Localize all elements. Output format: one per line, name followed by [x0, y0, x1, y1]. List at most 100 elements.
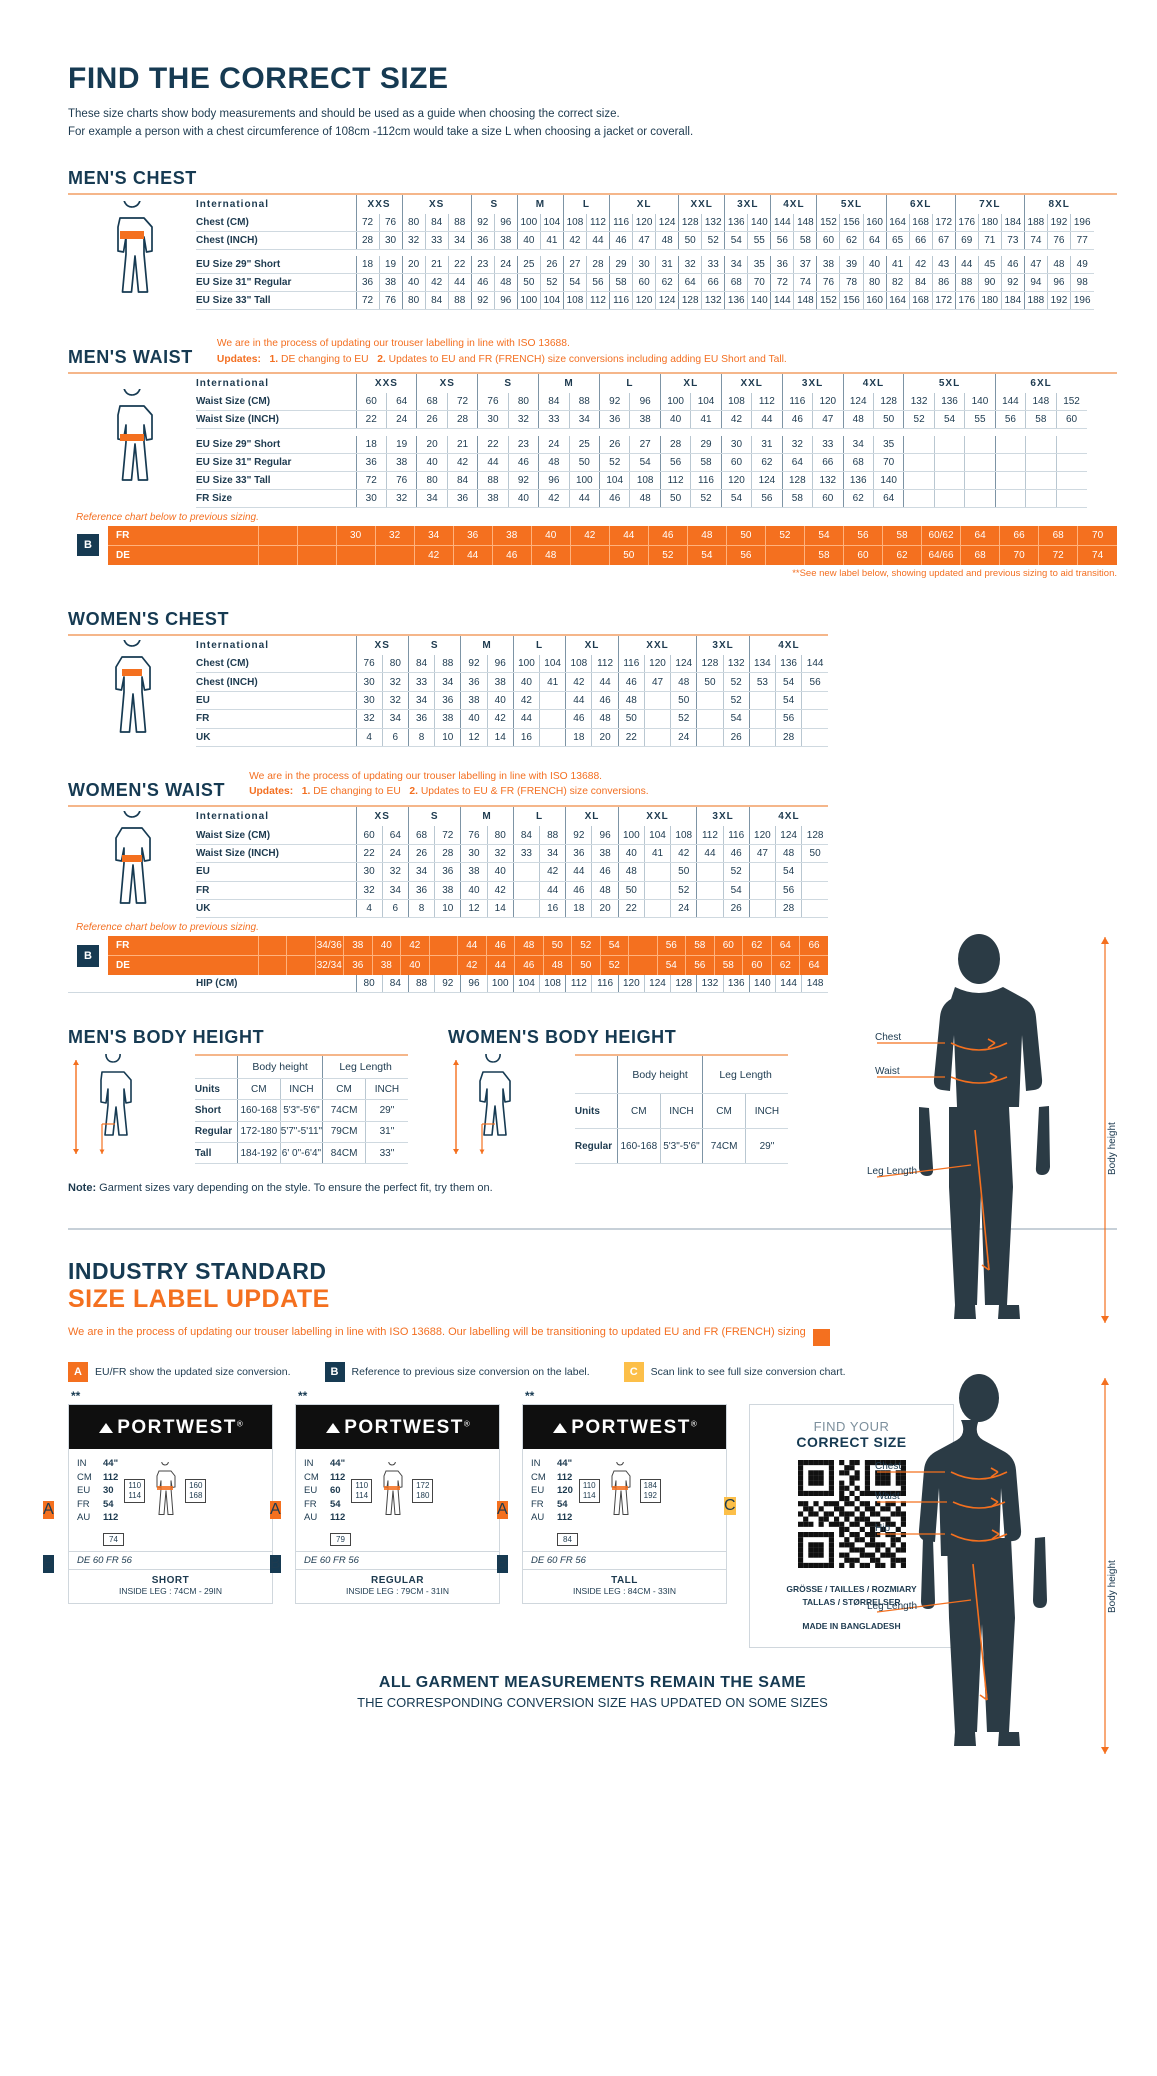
cell: 34 — [724, 256, 748, 275]
cell: 34 — [434, 672, 461, 692]
cell — [512, 862, 540, 882]
cell: 48 — [1046, 256, 1071, 275]
cell: 60 — [720, 453, 752, 472]
cell: 68 — [724, 273, 748, 293]
spec-row: IN 44" — [304, 1457, 345, 1470]
cell: 33 — [538, 410, 570, 429]
bh-cell: 160-168 — [237, 1099, 281, 1122]
cell: 56 — [774, 881, 802, 900]
cell: 48 — [670, 672, 697, 692]
cell: 40 — [486, 862, 514, 882]
row-label: FR Size — [196, 489, 356, 508]
cell: 120 — [812, 393, 843, 411]
cell: 104 — [539, 291, 564, 311]
cell: 20 — [591, 899, 619, 919]
bh-cell: 184-192 — [237, 1142, 281, 1165]
cell: 30 — [477, 410, 509, 429]
cell — [512, 881, 540, 900]
womens-waist-update-notice: We are in the process of updating our tr… — [249, 769, 649, 801]
cell: 34 — [381, 881, 409, 900]
cell: 60 — [816, 231, 840, 250]
cell: 28 — [434, 844, 461, 864]
cell: 23 — [507, 435, 539, 454]
cell: 33 — [512, 844, 540, 864]
spacer-row — [68, 429, 1117, 436]
spec-row: IN 44" — [531, 1457, 573, 1470]
cell: 112 — [585, 291, 610, 311]
qr-code-icon[interactable] — [797, 1460, 906, 1569]
reference-cell: 30 — [335, 525, 376, 545]
hip-cell: 88 — [407, 975, 435, 994]
reference-cell: 58 — [713, 955, 743, 976]
row-label: Chest (INCH) — [196, 672, 356, 692]
page-title: FIND THE CORRECT SIZE — [68, 62, 449, 95]
note-bold: Note: — [68, 1182, 97, 1195]
cell: 46 — [565, 881, 592, 900]
spacer-row — [68, 249, 1117, 256]
bh-cell: 172-180 — [237, 1121, 281, 1144]
table-row: EU Size 33" Tall 72 76 80 84 88 92 96 100 104 108 1… — [68, 471, 1117, 490]
reference-cell: 32/34 — [314, 955, 344, 976]
bh-group-leg-length: Leg Length — [322, 1055, 408, 1079]
bh-row-label: Regular — [194, 1121, 238, 1144]
cell: 36 — [470, 231, 495, 250]
card-footer: REGULAR INSIDE LEG : 79CM - 31IN — [296, 1568, 499, 1603]
cell: 38 — [493, 231, 518, 250]
intro-line-2: For example a person with a chest circum… — [68, 125, 694, 138]
cell: 140 — [964, 393, 996, 411]
cell — [903, 453, 935, 472]
cell: 86 — [931, 273, 956, 293]
table-row: Chest (CM) 76 80 84 88 92 96 100 104 108 112 116 120… — [68, 654, 828, 674]
card-chip-a-0: A — [43, 1501, 54, 1520]
womens-chest-title: WOMEN'S CHEST — [68, 608, 230, 629]
male-chest-label: Chest — [875, 1032, 901, 1043]
size-label-card-1: ** A B PORTWEST® IN 44" CM 112 EU 60 FR 54 AU 112 110 1… — [270, 1389, 500, 1604]
cell: 28 — [585, 256, 610, 275]
cell: 128 — [781, 471, 813, 490]
reference-cell: 56 — [725, 544, 766, 565]
cell: 40 — [460, 709, 488, 729]
height-box: 160 168 — [185, 1479, 207, 1504]
cell: 48 — [538, 453, 570, 472]
spec-value: 54 — [103, 1498, 114, 1510]
hip-cell: 128 — [670, 975, 697, 994]
cell: 36 — [446, 489, 478, 508]
bh-cell: 79CM — [322, 1121, 366, 1144]
cell: 33 — [424, 231, 449, 250]
size-header: L — [599, 373, 661, 393]
legend-chip-a: A — [68, 1362, 88, 1383]
cell: 82 — [885, 273, 910, 293]
cell — [696, 862, 724, 882]
cell — [643, 728, 671, 748]
row-header: International — [196, 639, 270, 651]
table-row: Chest (CM) 72 76 80 84 88 92 96 100 104 108 112 116 1… — [68, 213, 1117, 232]
cell: 32 — [486, 844, 514, 864]
cell: 100 — [568, 471, 600, 490]
cell: 52 — [690, 489, 722, 508]
cell: 88 — [539, 826, 566, 845]
cell: 38 — [385, 453, 417, 472]
female-body-icon — [453, 1047, 511, 1155]
cell: 46 — [609, 231, 633, 250]
cell: 67 — [931, 231, 956, 250]
trouser-figure-icon — [156, 1462, 176, 1516]
size-header: XXS — [355, 193, 403, 214]
section-divider — [68, 1228, 1117, 1231]
cell — [643, 709, 671, 729]
reference-cell — [286, 955, 315, 976]
height-box: 172 180 — [412, 1479, 434, 1504]
cell: 30 — [460, 844, 488, 864]
cell: 18 — [565, 899, 592, 919]
cell: 42 — [512, 691, 540, 711]
brand-name: PORTWEST — [571, 1417, 691, 1439]
cell: 148 — [1025, 393, 1057, 411]
row-label: UK — [196, 899, 356, 919]
cell: 112 — [585, 213, 610, 232]
mens-body-height-block: MEN'S BODY HEIGHT Body height Leg Length U… — [68, 1027, 408, 1165]
cell: 47 — [632, 231, 656, 250]
body-height-section: MEN'S BODY HEIGHT Body height Leg Length U… — [68, 1027, 1117, 1165]
male-waist-label: Waist — [875, 1066, 900, 1077]
size-header: 3XL — [724, 193, 771, 214]
brand-name: PORTWEST — [344, 1417, 464, 1439]
spec-row: AU 112 — [304, 1511, 345, 1524]
